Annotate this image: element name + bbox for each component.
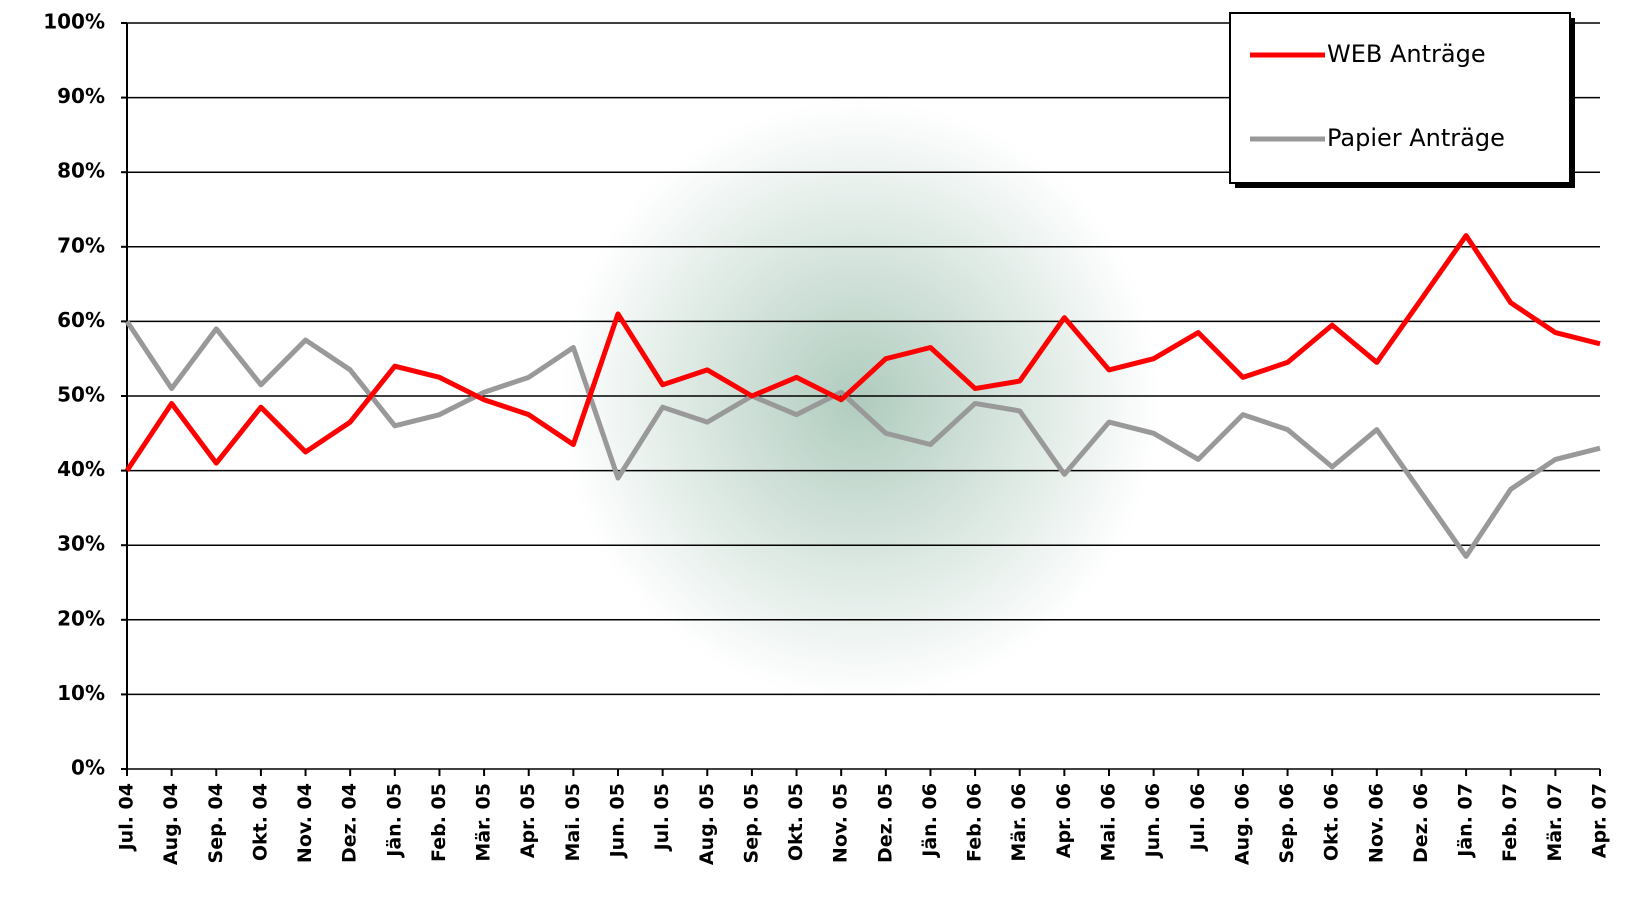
y-tick-label: 10% (57, 681, 105, 705)
x-tick-label: Mai. 05 (562, 783, 584, 862)
x-tick-label: Nov. 04 (294, 783, 316, 863)
x-tick-label: Jun. 06 (1142, 783, 1164, 859)
x-tick-label: Apr. 07 (1589, 783, 1611, 858)
series-line (124, 233, 1601, 472)
x-tick-label: Sep. 04 (205, 783, 227, 863)
x-tick-label: Jän. 06 (919, 783, 941, 859)
x-tick-label: Sep. 05 (740, 783, 762, 863)
y-tick-label: 60% (57, 308, 105, 332)
y-tick-label: 70% (57, 233, 105, 257)
x-tick-label: Okt. 06 (1321, 783, 1343, 861)
x-tick-label: Feb. 06 (964, 783, 986, 862)
x-tick-label: Aug. 06 (1231, 783, 1253, 865)
y-tick-label: 90% (57, 84, 105, 108)
y-tick-label: 30% (57, 532, 105, 556)
x-tick-label: Mär. 06 (1008, 783, 1030, 862)
y-tick-label: 80% (57, 159, 105, 183)
legend (1229, 12, 1571, 184)
y-tick-label: 50% (57, 383, 105, 407)
x-tick-label: Sep. 06 (1276, 783, 1298, 863)
legend-label: WEB Anträge (1327, 40, 1486, 68)
x-tick-label: Okt. 05 (785, 783, 807, 861)
x-tick-label: Dez. 05 (874, 783, 896, 863)
x-tick-label: Jul. 05 (651, 783, 673, 852)
x-tick-label: Dez. 06 (1410, 783, 1432, 863)
y-tick-label: 40% (57, 457, 105, 481)
x-tick-label: Mär. 05 (473, 783, 495, 862)
x-tick-label: Mär. 07 (1544, 783, 1566, 862)
x-tick-label: Jän. 05 (383, 783, 405, 859)
x-tick-label: Aug. 05 (696, 783, 718, 865)
x-tick-label: Jul. 04 (116, 783, 138, 852)
y-tick-label: 0% (71, 756, 105, 780)
x-tick-label: Dez. 04 (339, 783, 361, 863)
x-tick-label: Apr. 06 (1053, 783, 1075, 858)
x-tick-label: Mai. 06 (1098, 783, 1120, 862)
x-tick-label: Feb. 07 (1499, 783, 1521, 862)
x-tick-label: Jun. 05 (607, 783, 629, 859)
x-tick-label: Okt. 04 (249, 783, 271, 861)
legend-label: Papier Anträge (1327, 124, 1505, 152)
x-tick-label: Jul. 06 (1187, 783, 1209, 852)
x-tick-label: Feb. 05 (428, 783, 450, 862)
y-tick-label: 20% (57, 606, 105, 630)
x-tick-label: Nov. 05 (830, 783, 852, 863)
x-tick-label: Aug. 04 (160, 783, 182, 865)
y-tick-label: 100% (43, 10, 105, 34)
x-tick-label: Apr. 05 (517, 783, 539, 858)
x-tick-label: Jän. 07 (1455, 783, 1477, 859)
x-tick-label: Nov. 06 (1365, 783, 1387, 863)
watermark (560, 100, 1160, 700)
